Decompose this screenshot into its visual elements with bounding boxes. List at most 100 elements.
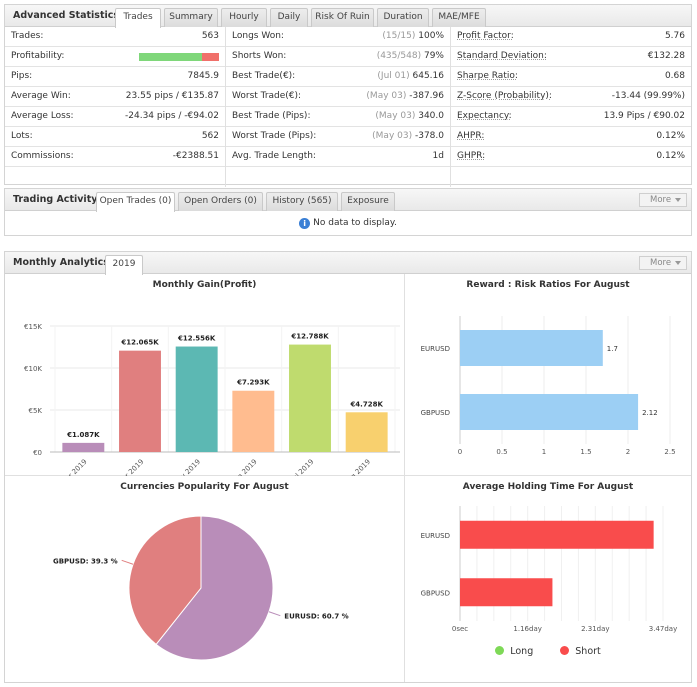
stat-label: Worst Trade (Pips): [232, 131, 317, 141]
stat-value-text: 0.12% [656, 131, 685, 141]
stat-value: 0.68 [665, 67, 685, 86]
stat-label[interactable]: Sharpe Ratio: [457, 71, 518, 81]
no-data-text: No data to display. [313, 218, 397, 228]
stat-row: Expectancy: 13.9 Pips / €90.02 [451, 107, 691, 127]
stat-subvalue: (May 03) [372, 131, 413, 141]
monthly-more-button[interactable]: More [639, 256, 687, 270]
stat-value-text: 5.76 [664, 31, 685, 41]
stat-row: Average Loss: -24.34 pips / -€94.02 [5, 107, 225, 127]
trading-activity-panel: Trading Activity Open Trades (0) Open Or… [4, 188, 692, 236]
profitability-win-fill [139, 53, 203, 61]
stat-subvalue: (15/15) [382, 31, 416, 41]
tab-mae-mfe[interactable]: MAE/MFE [432, 8, 486, 27]
bar-data-label: €4.728K [349, 400, 383, 408]
x-tick-label: 2.5 [664, 448, 675, 456]
bar-apr-2019[interactable] [119, 350, 161, 452]
stat-value: 1d [433, 147, 444, 166]
stat-row: Sharpe Ratio: 0.68 [451, 67, 691, 87]
stat-value: (435/548) 79% [377, 47, 444, 66]
tab-exposure[interactable]: Exposure [341, 192, 395, 211]
profitability-loss-fill [202, 53, 219, 61]
pie-label-connector [268, 611, 281, 617]
tab-trades[interactable]: Trades [115, 8, 161, 28]
stat-value-text: €132.28 [647, 51, 685, 61]
stat-value: 563 [202, 27, 219, 46]
stat-value: 562 [202, 127, 219, 146]
pie-label-connector [121, 559, 134, 565]
stat-row: Best Trade (Pips): (May 03) 340.0 [226, 107, 450, 127]
stat-value-text: 645.16 [412, 71, 445, 81]
tab-summary[interactable]: Summary [164, 8, 218, 27]
stat-label[interactable]: Z-Score (Probability): [457, 91, 552, 101]
stat-value-text: 340.0 [418, 111, 444, 121]
stat-subvalue: (435/548) [376, 51, 422, 61]
stat-row: Profit Factor: 5.76 [451, 27, 691, 47]
holding-legend: Long Short [405, 646, 691, 657]
stat-label[interactable]: Profit Factor: [457, 31, 514, 41]
bar-jun-2019[interactable] [232, 390, 275, 452]
currencies-popularity-chart: Currencies Popularity For August EURUSD:… [5, 476, 405, 682]
stat-row: Standard Deviation: €132.28 [451, 47, 691, 67]
reward-risk-chart: Reward : Risk Ratios For August 0 0.5 1 1.5… [405, 274, 691, 476]
y-tick-label: €10K [24, 365, 42, 373]
activity-more-button[interactable]: More [639, 193, 687, 207]
legend-short-label: Short [575, 646, 601, 657]
stat-label: Best Trade (Pips): [232, 111, 311, 121]
tab-open-trades[interactable]: Open Trades (0) [96, 192, 175, 212]
stat-value: 0.12% [656, 147, 685, 166]
tab-year-2019[interactable]: 2019 [105, 255, 143, 275]
bar-eurusd[interactable] [460, 330, 603, 366]
stat-value: 13.9 Pips / €90.02 [604, 107, 685, 126]
tab-daily[interactable]: Daily [270, 8, 308, 27]
tab-history[interactable]: History (565) [266, 192, 338, 211]
stat-label: Lots: [11, 131, 33, 141]
stat-value-text: 79% [423, 51, 444, 61]
stat-row: Z-Score (Probability): -13.44 (99.99%) [451, 87, 691, 107]
bar-data-label: €12.556K [177, 335, 216, 343]
bar-short-eurusd[interactable] [460, 520, 654, 549]
stat-label[interactable]: AHPR: [457, 131, 485, 141]
bar-mar-2019[interactable] [62, 442, 105, 452]
legend-long-item[interactable]: Long [495, 646, 533, 657]
tab-hourly[interactable]: Hourly [221, 8, 267, 27]
stat-label: Average Win: [11, 91, 71, 101]
stat-value-text: 100% [418, 31, 444, 41]
x-tick-label: Aug 2019 [343, 458, 372, 476]
stat-label[interactable]: Expectancy: [457, 111, 512, 121]
bar-short-gbpusd[interactable] [460, 578, 553, 607]
stat-value: (15/15) 100% [382, 27, 444, 46]
bar-gbpusd[interactable] [460, 394, 639, 430]
stat-label: Trades: [11, 31, 44, 41]
stat-row: AHPR: 0.12% [451, 127, 691, 147]
info-icon: i [299, 218, 311, 229]
legend-short-item[interactable]: Short [560, 646, 601, 657]
stat-label[interactable]: Standard Deviation: [457, 51, 547, 61]
stat-label: Longs Won: [232, 31, 284, 41]
stats-column-3: Profit Factor: 5.76 Standard Deviation: €13… [451, 27, 691, 167]
bar-aug-2019[interactable] [345, 412, 388, 452]
y-tick-label: €0 [33, 449, 42, 457]
bar-data-label: €12.788K [290, 333, 329, 341]
currencies-pie-svg: EURUSD: 60.7 % GBPUSD: 39.3 % [53, 515, 349, 661]
stats-column-2: Longs Won: (15/15) 100% Shorts Won: (435/54… [226, 27, 450, 167]
y-tick-label: €15K [24, 323, 42, 331]
tab-duration[interactable]: Duration [377, 8, 429, 27]
bar-may-2019[interactable] [175, 346, 218, 452]
bar-data-label: €12.065K [120, 339, 159, 347]
stat-row: Longs Won: (15/15) 100% [226, 27, 450, 47]
no-data-message: i No data to display. [5, 212, 691, 234]
bar-jul-2019[interactable] [289, 344, 331, 452]
stat-value: (Jul 01) 645.16 [377, 67, 444, 86]
x-tick-label: 3.47day [649, 625, 677, 633]
pie-slice-eurusd[interactable] [155, 515, 274, 661]
stat-value: -€2388.51 [173, 147, 219, 166]
tab-open-orders[interactable]: Open Orders (0) [178, 192, 263, 211]
pie-slice-label: EURUSD: 60.7 % [284, 613, 348, 621]
y-tick-label: GBPUSD [421, 409, 450, 417]
stat-value: (May 03) -387.96 [366, 87, 444, 106]
stat-label: Commissions: [11, 151, 74, 161]
tab-risk-of-ruin[interactable]: Risk Of Ruin [311, 8, 374, 27]
monthly-gain-title: Monthly Gain(Profit) [152, 280, 257, 290]
holding-time-title: Average Holding Time For August [462, 482, 634, 492]
stat-label[interactable]: GHPR: [457, 151, 486, 161]
